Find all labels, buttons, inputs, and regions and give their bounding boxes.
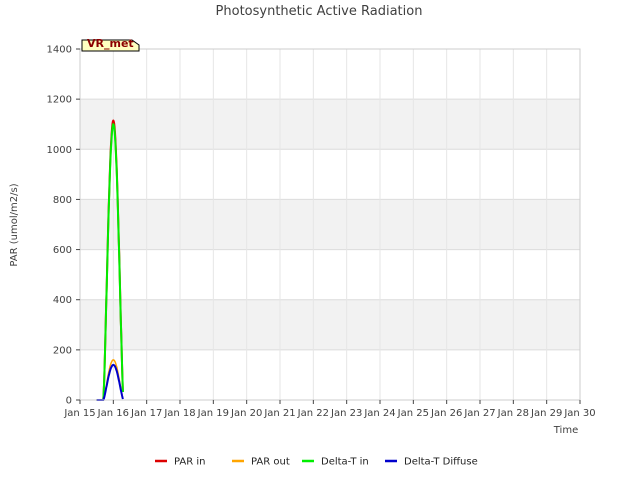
y-tick-label: 1400 <box>47 45 72 56</box>
site-badge: VR_met <box>81 37 140 52</box>
x-tick-label: Jan 18 <box>163 408 195 419</box>
x-tick-label: Jan 17 <box>130 408 162 419</box>
y-tick-label: 200 <box>53 345 72 356</box>
x-tick-label: Jan 29 <box>530 408 562 419</box>
plot-frame <box>79 48 581 401</box>
badge-label: VR_met <box>87 37 134 50</box>
legend-label-par-in: PAR in <box>174 457 205 468</box>
badge-background <box>81 39 140 52</box>
delta-t-in-line <box>96 123 124 401</box>
delta-t-diffuse-line <box>96 363 124 401</box>
legend-label-par-out: PAR out <box>251 457 290 468</box>
x-axis-label: Time <box>553 425 578 436</box>
y-tick-label: 1000 <box>47 145 72 156</box>
x-tick-label: Jan 26 <box>430 408 462 419</box>
x-tick-label: Jan 28 <box>497 408 529 419</box>
y-tick-label: 0 <box>66 396 72 407</box>
x-tick-label: Jan 15 <box>63 408 95 419</box>
x-tick-label: Jan 25 <box>397 408 429 419</box>
y-tick-label: 1200 <box>47 95 72 106</box>
background-band <box>80 99 580 150</box>
x-tick-label: Jan 19 <box>197 408 229 419</box>
x-tick-label: Jan 16 <box>97 408 129 419</box>
y-tick-label: 800 <box>53 195 72 206</box>
y-tick-label: 400 <box>53 295 72 306</box>
y-axis-label: PAR (umol/m2/s) <box>9 183 20 266</box>
x-tick-label: Jan 30 <box>563 408 595 419</box>
plot-area <box>79 48 581 401</box>
legend-label-delta-t-in: Delta-T in <box>321 457 369 468</box>
background-band <box>80 199 580 250</box>
x-tick-label: Jan 21 <box>263 408 295 419</box>
y-axis: 0 200 400 600 800 1000 1200 1400 <box>47 45 80 407</box>
x-axis: Jan 15 Jan 16 Jan 17 Jan 18 Jan 19 Jan 20 Jan … <box>63 400 596 419</box>
legend-label-delta-t-diffuse: Delta-T Diffuse <box>404 457 478 468</box>
background-band <box>80 299 580 350</box>
chart-title: Photosynthetic Active Radiation <box>216 4 423 19</box>
x-tick-label: Jan 22 <box>297 408 329 419</box>
x-tick-label: Jan 20 <box>230 408 262 419</box>
x-tick-label: Jan 24 <box>363 408 395 419</box>
x-tick-label: Jan 23 <box>330 408 362 419</box>
legend: PAR in PAR out Delta-T in Delta-T Diffuse <box>155 457 478 468</box>
x-tick-label: Jan 27 <box>463 408 495 419</box>
y-tick-label: 600 <box>53 245 72 256</box>
